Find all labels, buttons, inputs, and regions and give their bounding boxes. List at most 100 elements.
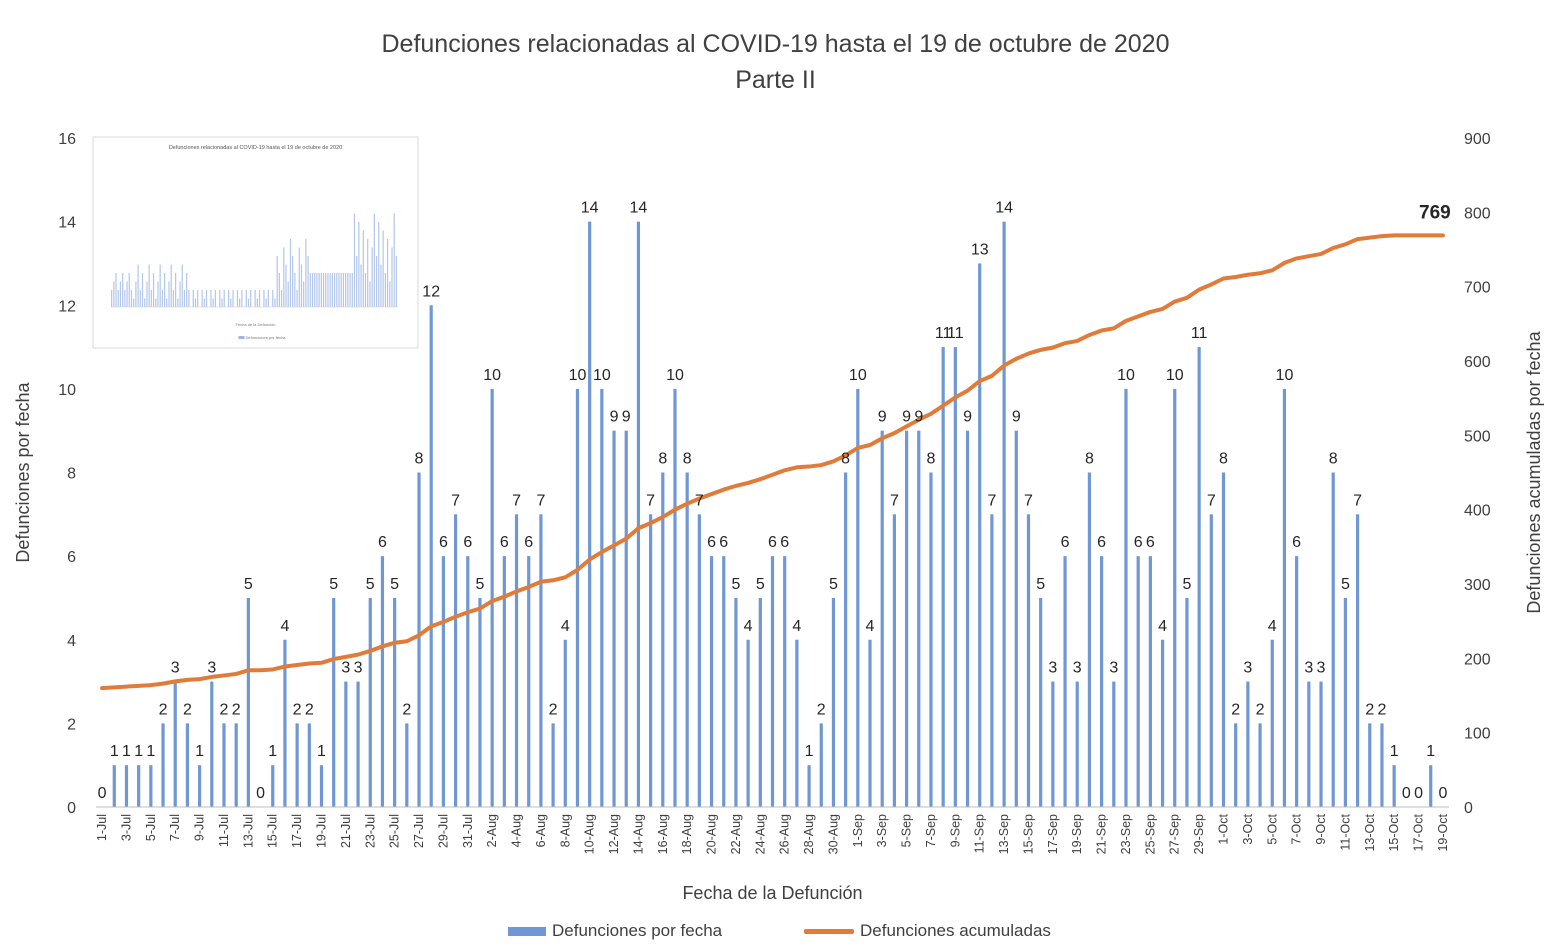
x-tick-label: 17-Oct (1412, 813, 1426, 851)
x-tick-label: 23-Sep (1119, 814, 1133, 854)
inset-legend: Defunciones por fecha (246, 335, 287, 340)
x-tick-label: 1-Sep (851, 814, 865, 847)
x-tick-label: 8-Aug (558, 814, 572, 847)
bar-data-label: 3 (1048, 660, 1057, 677)
bar (1197, 347, 1201, 807)
inset-bar (274, 298, 276, 307)
bar-data-label: 4 (1268, 618, 1277, 635)
bar (661, 472, 665, 807)
inset-frame (92, 136, 419, 349)
bar-data-label: 8 (415, 451, 424, 468)
bar-data-label: 2 (402, 701, 411, 718)
x-tick-label: 9-Oct (1314, 813, 1328, 844)
inset-bar (353, 213, 356, 307)
bar (929, 472, 933, 807)
inset-bar (159, 264, 161, 307)
inset-bar (126, 281, 128, 307)
x-tick-label: 16-Aug (656, 814, 670, 854)
bar (1392, 765, 1396, 807)
bar (149, 765, 153, 807)
bar-data-label: 9 (878, 409, 887, 426)
bar (1295, 556, 1299, 807)
inset-bar (364, 273, 367, 307)
x-tick-label: 11-Jul (217, 814, 231, 847)
y2-tick-label: 600 (1464, 354, 1491, 371)
inset-thumbnail: Defunciones relacionadas al COVID-19 has… (92, 136, 419, 349)
x-tick-label: 10-Aug (583, 814, 597, 854)
bar (283, 639, 287, 807)
bar (953, 347, 957, 807)
bar (429, 305, 433, 807)
inset-bar (320, 273, 322, 307)
bar-data-label: 8 (658, 451, 667, 468)
inset-bar (203, 298, 205, 307)
bar-data-label: 9 (914, 409, 923, 426)
bar-data-label: 3 (207, 660, 216, 677)
inset-bar (358, 222, 360, 307)
inset-bar (228, 290, 230, 307)
inset-xlabel: Fecha de la Defunción (235, 322, 275, 327)
bar (588, 221, 592, 807)
bar-data-label: 14 (581, 200, 599, 217)
bar (1282, 388, 1287, 807)
bar (1319, 681, 1323, 807)
bar-data-label: 8 (1085, 451, 1094, 468)
inset-bar (347, 273, 349, 307)
x-tick-label: 21-Jul (339, 814, 353, 848)
bar-data-label: 1 (1426, 743, 1435, 760)
bar-data-label: 1 (1390, 743, 1399, 760)
bar-data-label: 3 (1317, 660, 1326, 677)
y-tick-label: 14 (58, 215, 76, 232)
inset-bar (117, 290, 119, 307)
x-tick-label: 7-Sep (924, 814, 938, 847)
bar (856, 388, 860, 807)
bar-data-label: 10 (666, 367, 684, 384)
inset-bar (263, 290, 265, 307)
bar (551, 723, 555, 807)
bar (1160, 639, 1165, 807)
bar (880, 430, 884, 807)
bar-data-label: 0 (1438, 785, 1447, 802)
bar-data-label: 8 (1219, 451, 1228, 468)
bar-data-label: 0 (1414, 785, 1423, 802)
bar-data-label: 7 (890, 492, 899, 509)
inset-bar (278, 273, 280, 307)
bar (758, 597, 762, 807)
inset-bar (375, 256, 378, 307)
bar (295, 723, 299, 807)
bar (539, 514, 543, 807)
inset-bar (349, 273, 351, 307)
bar (161, 723, 165, 807)
inset-bar (389, 281, 391, 307)
inset-bar (172, 290, 175, 307)
inset-bar (314, 273, 316, 307)
bar-data-label: 2 (159, 701, 168, 718)
inset-bar (391, 247, 393, 307)
bar (1063, 556, 1067, 807)
bar (1124, 388, 1128, 807)
bar (271, 765, 275, 807)
y2-tick-label: 400 (1464, 503, 1491, 520)
bar-data-label: 6 (439, 534, 448, 551)
x-tick-label: 24-Aug (753, 814, 767, 854)
bar (1368, 723, 1372, 807)
bar (185, 723, 190, 807)
inset-bar (285, 264, 287, 307)
bar-data-label: 6 (1097, 534, 1106, 551)
bar (246, 597, 250, 807)
inset-bar (340, 273, 342, 307)
axes: 0246810121416010020030040050060070080090… (13, 131, 1544, 903)
inset-bar (342, 273, 345, 307)
inset-bar (316, 273, 318, 307)
bar (917, 430, 921, 807)
bar (1307, 681, 1311, 807)
inset-bar (322, 273, 325, 307)
bar-data-label: 1 (317, 743, 326, 760)
x-tick-label: 13-Jul (241, 814, 255, 848)
bar-data-label: 9 (902, 409, 911, 426)
inset-bar (283, 247, 285, 307)
inset-bar (150, 290, 152, 307)
bar-data-label: 7 (451, 492, 460, 509)
chart-title: Defunciones relacionadas al COVID-19 has… (381, 30, 1170, 58)
inset-bar (168, 281, 170, 307)
